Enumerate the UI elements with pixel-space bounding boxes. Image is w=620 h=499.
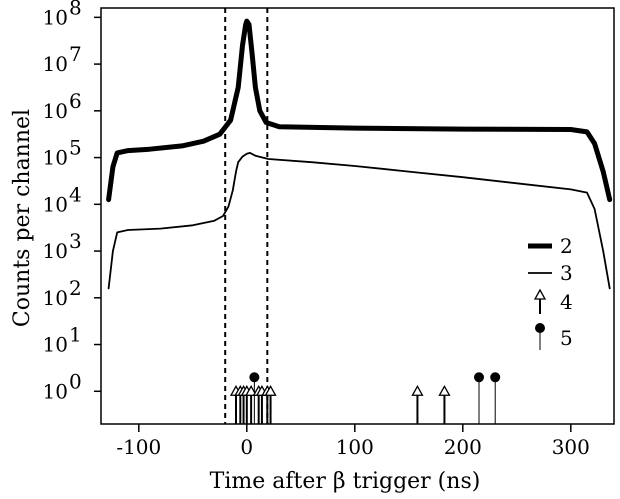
legend-label-3: 3 (560, 261, 573, 285)
x-axis-label: Time after β trigger (ns) (210, 469, 481, 494)
y-tick-label: 10 (43, 5, 68, 29)
y-tick-exponent: 8 (69, 0, 82, 19)
y-tick-label: 10 (43, 239, 68, 263)
y-tick-exponent: 2 (69, 276, 82, 300)
x-tick-label: 0 (240, 435, 253, 459)
y-tick-label: 10 (43, 286, 68, 310)
series-5-marker (474, 372, 484, 383)
legend: 2 3 4 5 (528, 234, 573, 350)
series-4-marker (438, 384, 451, 396)
series-4-marker (411, 384, 424, 396)
series-4-marker (245, 384, 258, 396)
y-axis-label: Counts per channel (10, 109, 35, 327)
x-tick-label: 300 (552, 435, 590, 459)
series-5-marker (249, 372, 260, 383)
y-tick-exponent: 6 (69, 89, 82, 113)
x-tick-label: 100 (336, 435, 374, 459)
series-5-marker (490, 372, 501, 383)
y-tick-exponent: 7 (69, 42, 82, 66)
y-tick-label: 10 (43, 52, 68, 76)
series-4-marker (264, 384, 277, 396)
legend-label-2: 2 (560, 234, 573, 258)
y-tick-label: 10 (43, 333, 68, 357)
series-2-line (106, 18, 613, 203)
series-3-line (107, 152, 611, 290)
legend-swatch-5 (535, 323, 545, 333)
y-tick-exponent: 0 (69, 369, 82, 393)
legend-label-5: 5 (560, 326, 573, 350)
y-tick-exponent: 3 (69, 229, 82, 253)
y-tick-label: 10 (43, 99, 68, 123)
x-tick-label: -100 (116, 435, 161, 459)
legend-label-4: 4 (560, 290, 573, 314)
legend-swatch-4 (533, 288, 547, 300)
y-tick-exponent: 1 (69, 323, 82, 347)
y-tick-exponent: 5 (69, 136, 82, 160)
x-axis-ticks: -100 0 100 200 300 (116, 424, 590, 459)
plot-frame (100, 7, 615, 425)
series-markers (229, 372, 501, 396)
vertical-lines (224, 8, 269, 424)
series-lines (106, 18, 613, 290)
y-tick-label: 10 (43, 192, 68, 216)
y-tick-label: 10 (43, 379, 68, 403)
y-tick-label: 10 (43, 146, 68, 170)
x-tick-label: 200 (444, 435, 482, 459)
y-tick-exponent: 4 (69, 182, 82, 206)
marker-stems (235, 377, 496, 424)
